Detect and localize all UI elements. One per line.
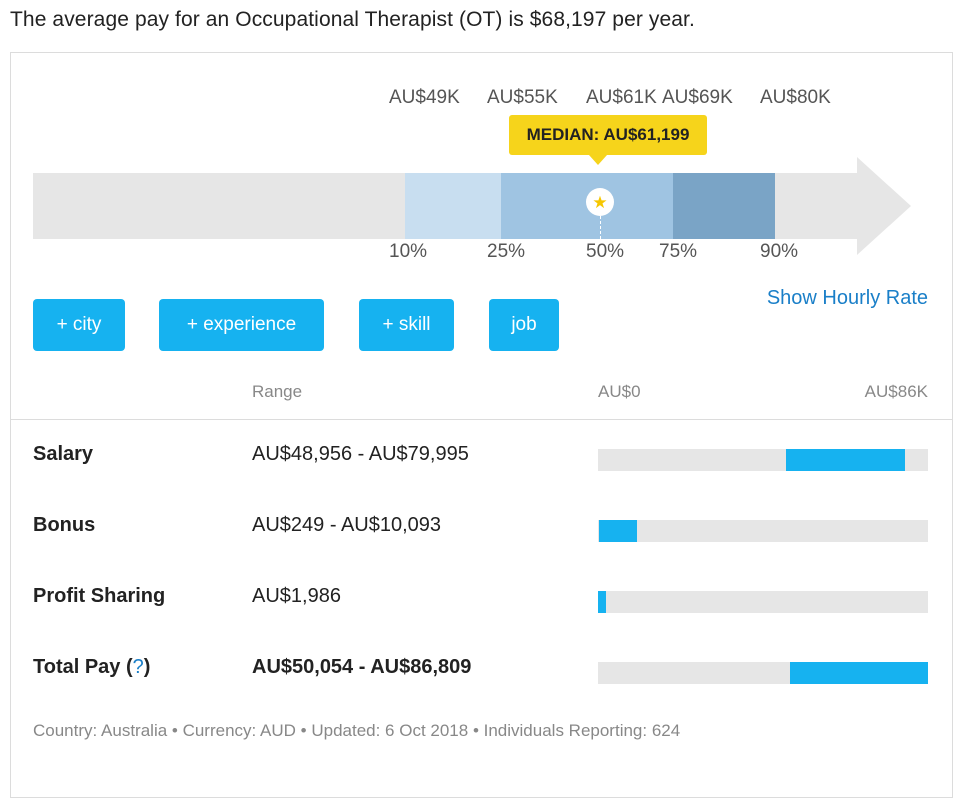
row-label-bonus: Bonus <box>33 514 96 536</box>
amount-label-p25: AU$55K <box>487 87 558 108</box>
amount-label-p75: AU$69K <box>662 87 733 108</box>
range-bar-bonus <box>598 520 928 542</box>
range-bar-salary <box>598 449 928 471</box>
row-label-salary: Salary <box>33 443 94 465</box>
amount-label-p10: AU$49K <box>389 87 460 108</box>
range-segment-10-25 <box>405 173 501 239</box>
range-bar-profit-sharing <box>598 591 928 613</box>
percentile-label-50: 50% <box>586 241 625 262</box>
axis-max-label: AU$86K <box>864 382 928 401</box>
percentile-label-90: 90% <box>760 241 799 262</box>
row-range-profit-sharing: AU$1,986 <box>252 585 341 607</box>
percentile-label-75: 75% <box>659 241 698 262</box>
range-arrowhead <box>857 157 911 255</box>
add-city-button[interactable]: + city <box>33 299 125 351</box>
report-footer: Country: Australia • Currency: AUD • Upd… <box>33 721 681 740</box>
percentile-label-10: 10% <box>389 241 428 262</box>
range-column-header: Range <box>252 382 303 401</box>
range-bar-fill-salary <box>786 449 905 471</box>
help-link[interactable]: ? <box>132 656 144 678</box>
range-bar-fill-bonus <box>599 520 637 542</box>
add-experience-button[interactable]: + experience <box>159 299 324 351</box>
amount-label-p90: AU$80K <box>760 87 831 108</box>
page-headline: The average pay for an Occupational Ther… <box>10 8 695 31</box>
range-bar-fill-profit-sharing <box>598 591 606 613</box>
job-button[interactable]: job <box>489 299 559 351</box>
amount-label-p50: AU$61K <box>586 87 657 108</box>
row-range-bonus: AU$249 - AU$10,093 <box>252 514 442 536</box>
add-skill-button[interactable]: + skill <box>359 299 454 351</box>
range-bar-total-pay <box>598 662 928 684</box>
range-bar-fill-total-pay <box>790 662 928 684</box>
salary-card: AU$49K AU$55K AU$61K AU$69K AU$80K MEDIA… <box>10 52 953 798</box>
row-range-salary: AU$48,956 - AU$79,995 <box>252 443 469 465</box>
row-label-total-pay: Total Pay (?) <box>33 656 151 678</box>
median-marker-line <box>600 211 601 239</box>
table-divider <box>11 419 952 420</box>
percentile-label-25: 25% <box>487 241 526 262</box>
row-range-total-pay: AU$50,054 - AU$86,809 <box>252 656 472 678</box>
show-hourly-rate-link[interactable]: Show Hourly Rate <box>766 287 928 309</box>
axis-min-label: AU$0 <box>598 382 641 401</box>
range-segment-75-90 <box>673 173 775 239</box>
star-icon: ★ <box>586 188 614 216</box>
total-pay-text: Total Pay <box>33 656 121 678</box>
row-label-profit-sharing: Profit Sharing <box>33 585 166 607</box>
median-tooltip: MEDIAN: AU$61,199 <box>509 115 707 165</box>
